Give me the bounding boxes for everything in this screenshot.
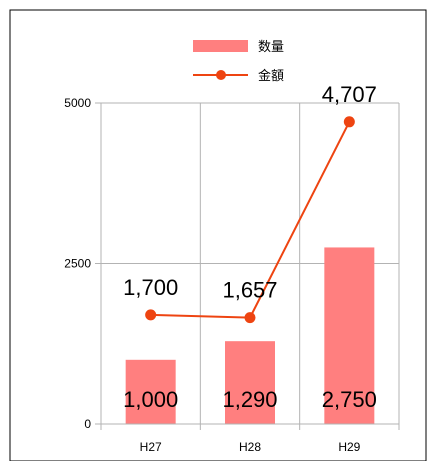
bar-value-label: 2,750 — [322, 387, 377, 412]
bar-value-label: 1,290 — [222, 387, 277, 412]
x-tick-label: H29 — [338, 440, 360, 454]
axes: 0 2500 5000 H27 H28 H29 — [64, 96, 400, 454]
line-point — [145, 309, 157, 321]
line-point — [343, 116, 355, 128]
y-tick-label: 5000 — [64, 96, 91, 110]
line-value-label: 1,700 — [123, 275, 178, 300]
data-labels: 1,000 1,290 2,750 1,700 1,657 4,707 — [123, 82, 377, 412]
line-value-label: 1,657 — [222, 278, 277, 303]
legend-line-marker — [216, 70, 226, 80]
line-value-label: 4,707 — [322, 82, 377, 107]
line-series — [145, 116, 355, 324]
legend: 数量 金額 — [193, 40, 284, 84]
legend-bar-swatch — [193, 40, 248, 52]
bar-value-label: 1,000 — [123, 387, 178, 412]
x-tick-label: H28 — [239, 440, 261, 454]
legend-line-label: 金額 — [258, 68, 284, 84]
x-tick-label: H27 — [140, 440, 162, 454]
y-tick-label: 0 — [84, 417, 91, 431]
line-point — [244, 312, 256, 324]
bar-series — [125, 247, 375, 424]
bar — [125, 359, 176, 424]
legend-bar-label: 数量 — [258, 40, 284, 55]
y-tick-label: 2500 — [64, 257, 91, 271]
bar — [225, 341, 275, 424]
bar — [324, 247, 375, 424]
